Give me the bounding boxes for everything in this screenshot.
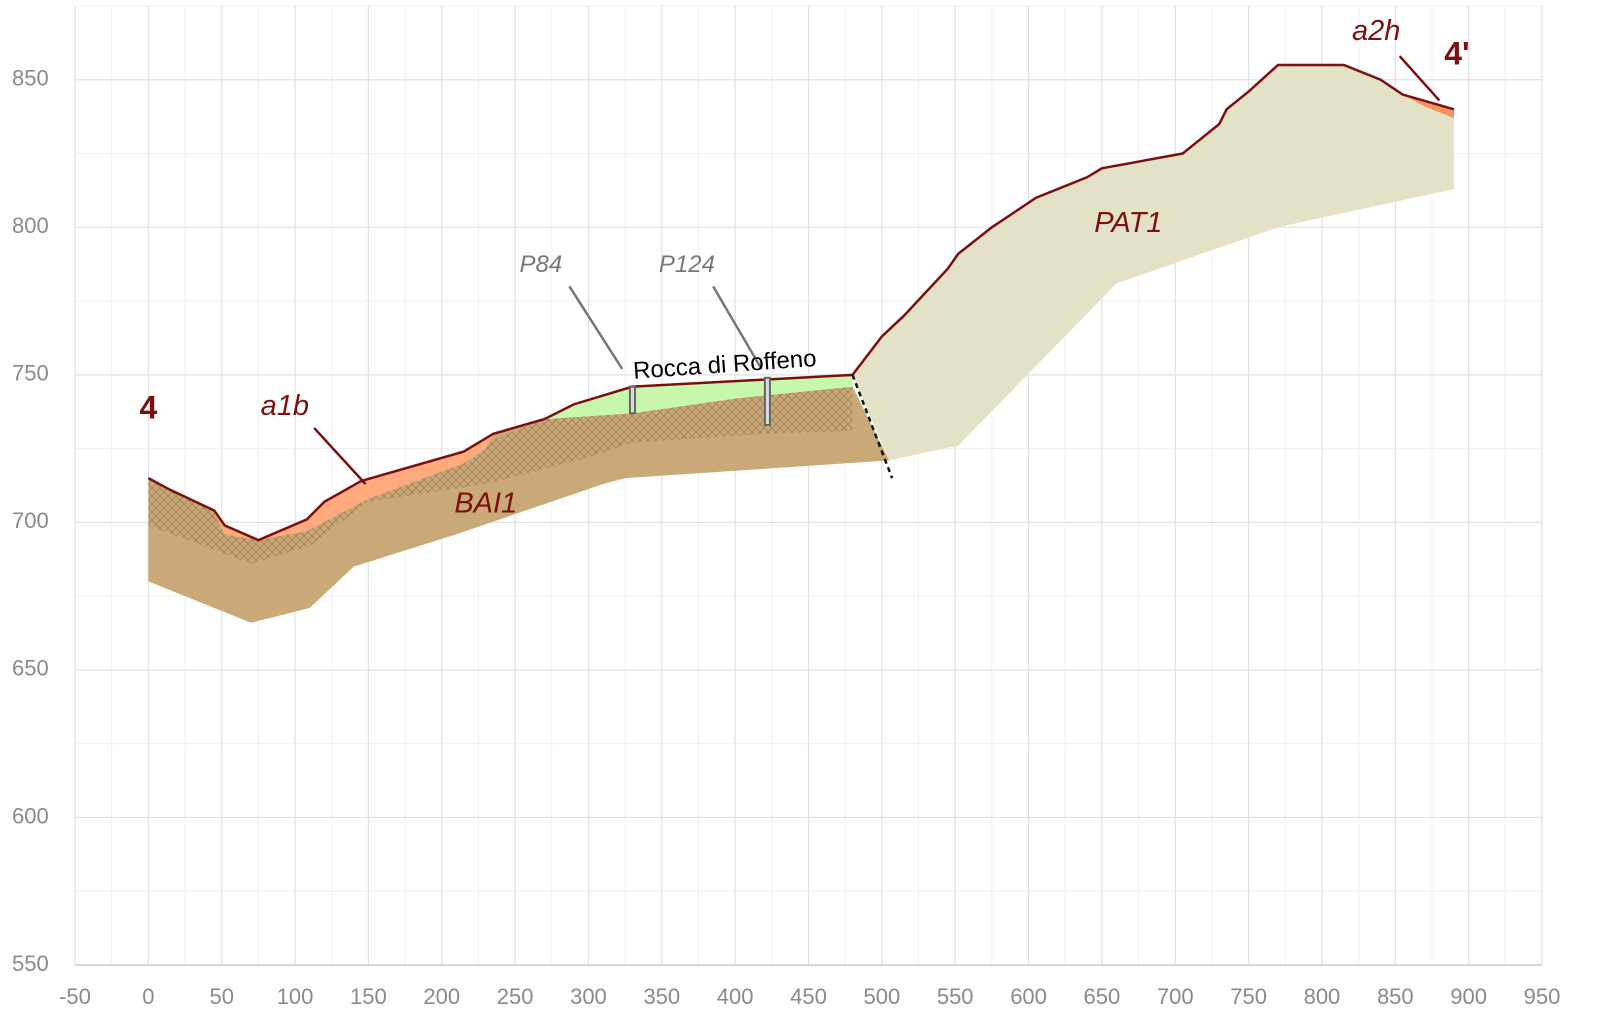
section-label: 4 xyxy=(139,390,157,426)
surface-line xyxy=(147,63,1455,542)
leader-line xyxy=(313,427,367,485)
y-tick-label: 550 xyxy=(12,951,49,976)
x-tick-label: 250 xyxy=(497,984,534,1009)
borehole xyxy=(628,385,636,415)
x-tick-label: 850 xyxy=(1377,984,1414,1009)
x-tick-label: -50 xyxy=(59,984,91,1009)
y-tick-label: 850 xyxy=(12,66,49,91)
layer xyxy=(1402,94,1454,119)
x-tick-label: 500 xyxy=(863,984,900,1009)
borehole-label: P124 xyxy=(659,251,715,278)
x-tick-label: 950 xyxy=(1524,984,1561,1009)
leader-line xyxy=(568,285,624,370)
x-tick-label: 700 xyxy=(1157,984,1194,1009)
unit-label: a1b xyxy=(261,390,309,422)
borehole-label: P84 xyxy=(520,251,563,278)
y-tick-label: 750 xyxy=(12,361,49,386)
x-tick-label: 50 xyxy=(209,984,233,1009)
x-tick-label: 650 xyxy=(1084,984,1121,1009)
x-tick-label: 550 xyxy=(937,984,974,1009)
x-tick-label: 200 xyxy=(423,984,460,1009)
leader-line xyxy=(1398,55,1441,102)
y-tick-label: 650 xyxy=(12,656,49,681)
unit-label: BAI1 xyxy=(454,487,517,519)
x-tick-label: 350 xyxy=(643,984,680,1009)
layer xyxy=(214,433,494,541)
x-tick-label: 450 xyxy=(790,984,827,1009)
x-tick-label: 400 xyxy=(717,984,754,1009)
fault-line xyxy=(851,374,894,479)
x-tick-label: 600 xyxy=(1010,984,1047,1009)
layer xyxy=(544,374,853,420)
section-label: 4' xyxy=(1444,36,1469,72)
y-tick-label: 600 xyxy=(12,803,49,828)
unit-label: PAT1 xyxy=(1094,207,1162,239)
layer xyxy=(148,386,890,623)
x-tick-label: 900 xyxy=(1450,984,1487,1009)
leader-line xyxy=(712,285,763,370)
x-tick-label: 150 xyxy=(350,984,387,1009)
layer xyxy=(852,65,1454,461)
x-tick-label: 800 xyxy=(1304,984,1341,1009)
x-tick-label: 300 xyxy=(570,984,607,1009)
x-tick-label: 100 xyxy=(277,984,314,1009)
x-tick-label: 750 xyxy=(1230,984,1267,1009)
y-tick-label: 800 xyxy=(12,213,49,238)
x-tick-label: 0 xyxy=(142,984,154,1009)
borehole xyxy=(763,376,771,427)
y-tick-label: 700 xyxy=(12,508,49,533)
unit-label: a2h xyxy=(1352,15,1400,47)
